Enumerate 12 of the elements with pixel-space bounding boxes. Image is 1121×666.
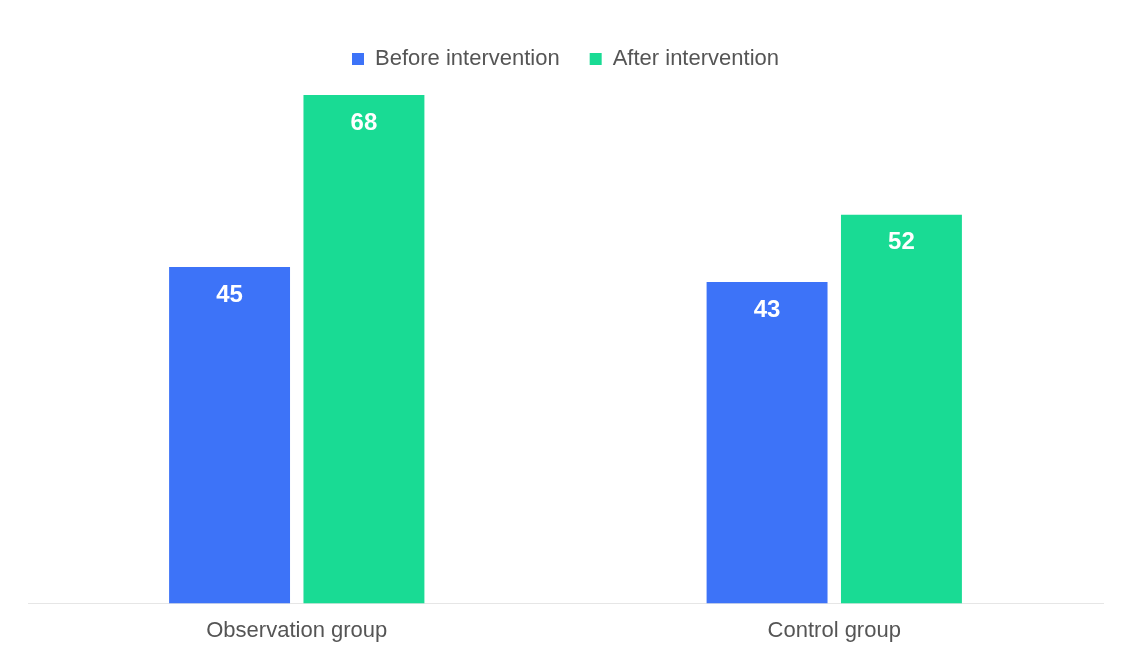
bar [303,94,425,604]
data-label: 43 [753,294,781,322]
bar [169,267,291,604]
data-label: 52 [888,227,915,255]
data-label: 68 [350,107,378,135]
x-tick-label: Control group [767,616,901,642]
bar [706,281,828,604]
x-tick-label: Observation group [206,616,388,642]
data-label: 45 [216,279,243,307]
bar [840,214,962,604]
legend-label: After intervention [612,45,779,71]
legend-label: Before intervention [375,45,560,71]
